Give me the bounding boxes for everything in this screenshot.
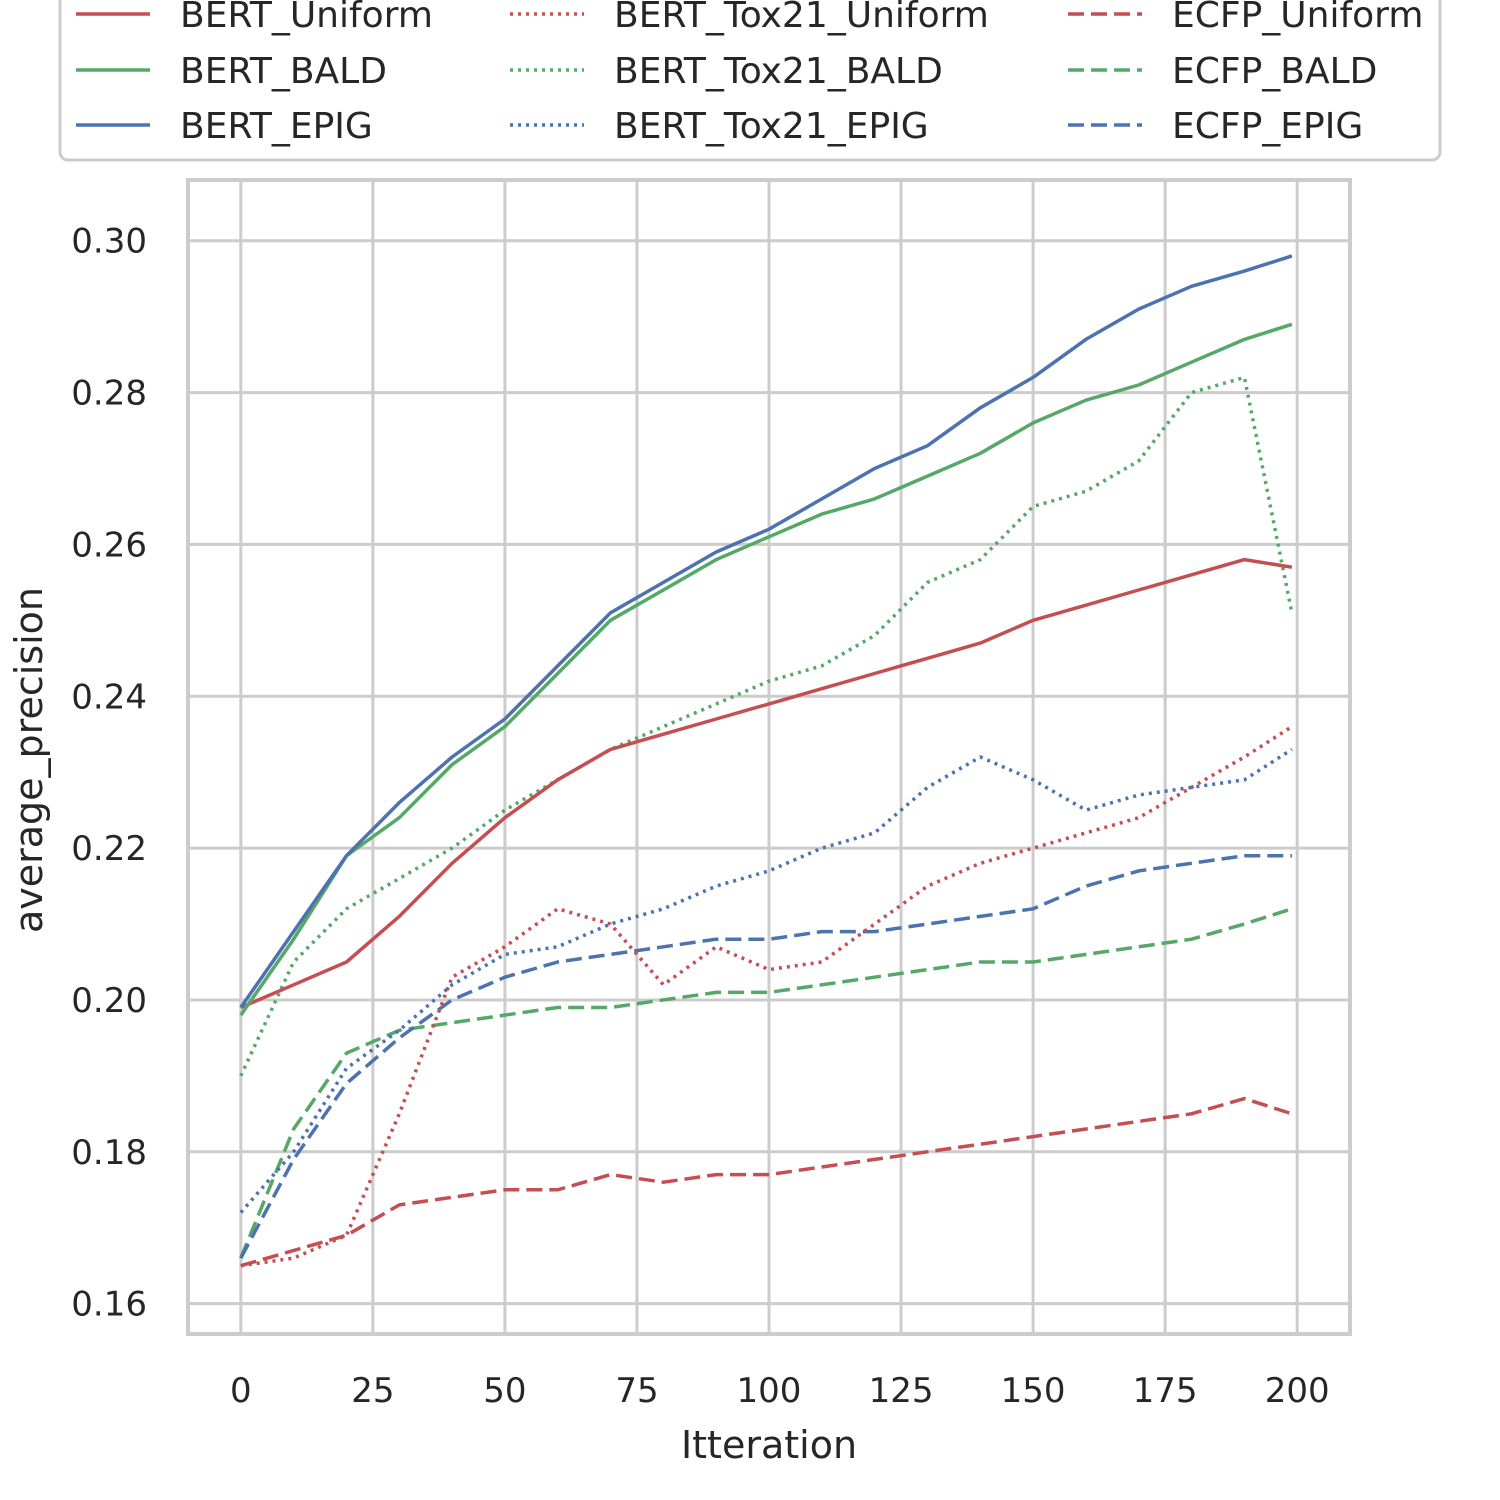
x-tick-label: 200 (1265, 1371, 1330, 1411)
x-tick-label: 25 (351, 1371, 394, 1411)
series-line-ecfp-bald (239, 907, 1293, 1259)
y-tick-label: 0.18 (71, 1133, 147, 1173)
legend-label: BERT_Tox21_BALD (614, 51, 943, 92)
series-lines (239, 254, 1294, 1268)
legend-label: BERT_EPIG (180, 106, 373, 147)
series-line-bert-epig (239, 254, 1293, 1009)
legend-label: BERT_BALD (180, 51, 387, 92)
y-tick-label: 0.22 (71, 829, 147, 869)
y-axis-ticks: 0.16 0.18 0.20 0.22 0.24 0.26 0.28 0.30 (71, 222, 147, 1325)
series-line-bert-uniform (240, 557, 1293, 1010)
series-line-bert-tox21-bald (239, 375, 1294, 1077)
x-axis-ticks: 0 25 50 75 100 125 150 175 200 (230, 1371, 1330, 1411)
series-line-bert-tox21-uniform (240, 725, 1293, 1268)
series-line-ecfp-epig (239, 853, 1292, 1259)
x-tick-label: 175 (1133, 1371, 1198, 1411)
legend-label: BERT_Uniform (180, 0, 433, 36)
y-tick-label: 0.28 (71, 374, 147, 414)
y-tick-label: 0.16 (71, 1285, 147, 1325)
x-tick-label: 150 (1001, 1371, 1066, 1411)
y-tick-label: 0.30 (71, 222, 147, 262)
y-tick-label: 0.24 (71, 677, 147, 717)
y-tick-label: 0.26 (71, 525, 147, 565)
x-tick-label: 75 (615, 1371, 658, 1411)
grid (188, 180, 1350, 1334)
x-tick-label: 100 (737, 1371, 802, 1411)
x-tick-label: 125 (869, 1371, 934, 1411)
legend-label: ECFP_EPIG (1172, 106, 1363, 147)
x-tick-label: 0 (230, 1371, 252, 1411)
legend-label: ECFP_BALD (1172, 51, 1377, 92)
legend-box (58, 0, 1442, 162)
series-line-bert-bald (239, 322, 1293, 1017)
x-axis-label: Itteration (681, 1423, 857, 1467)
legend: BERT_Uniform BERT_BALD BERT_EPIG BERT_Tox21… (58, 0, 1442, 162)
legend-label: ECFP_Uniform (1172, 0, 1423, 36)
legend-label: BERT_Tox21_EPIG (614, 106, 929, 147)
x-tick-label: 50 (483, 1371, 526, 1411)
y-tick-label: 0.20 (71, 981, 147, 1021)
legend-label: BERT_Tox21_Uniform (614, 0, 989, 36)
y-axis-label: average_precision (7, 587, 51, 933)
series-line-ecfp-uniform (240, 1096, 1293, 1268)
